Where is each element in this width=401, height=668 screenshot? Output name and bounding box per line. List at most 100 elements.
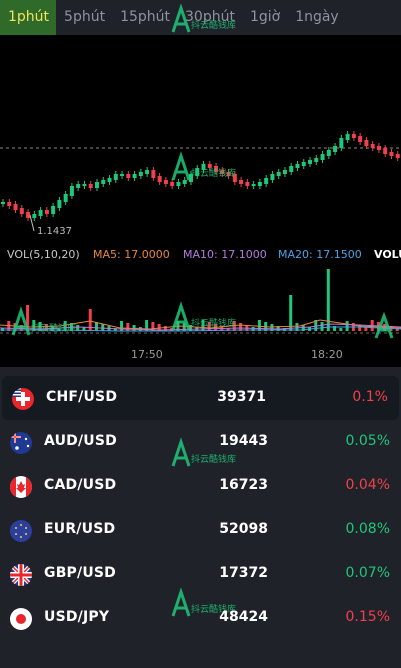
candle-body	[19, 208, 24, 214]
candle-body	[301, 162, 306, 166]
pair-row-gbp-usd[interactable]: GBP/USD 17372 0.07%	[0, 552, 401, 596]
volume-bar	[188, 325, 192, 331]
pair-row-aud-usd[interactable]: AUD/USD 19443 0.05%	[0, 420, 401, 464]
candle-body	[358, 136, 363, 142]
pair-row-cad-usd[interactable]: CAD/USD 16723 0.04%	[0, 464, 401, 508]
candle-body	[370, 144, 375, 148]
candle-body	[176, 182, 181, 186]
tab-1hour[interactable]: 1giờ	[249, 9, 281, 25]
candle-body	[69, 186, 74, 196]
volume-bar	[251, 327, 255, 331]
candle-body	[270, 174, 275, 180]
volume-bar	[113, 328, 117, 331]
tab-15min[interactable]: 15phút	[120, 9, 170, 25]
pair-change: 0.15%	[345, 609, 390, 625]
candle-body	[132, 174, 137, 178]
time-label-1820: 18:20	[311, 348, 343, 361]
time-label-1750: 17:50	[131, 348, 163, 361]
price-chart[interactable]: 1.1437 VOL(5,10,20) MA5: 17.0000 MA10: 1…	[0, 35, 401, 367]
volume-bar	[320, 322, 324, 331]
volume-bar	[282, 328, 286, 331]
candle-body	[163, 180, 168, 184]
volume-bar	[163, 326, 167, 331]
low-price-label: 1.1437	[37, 226, 72, 237]
candle-body	[13, 204, 18, 210]
candle-body	[138, 172, 143, 176]
pair-volume: 17372	[219, 565, 268, 581]
candle-body	[188, 174, 193, 182]
candle-body	[295, 164, 300, 168]
volume-bar	[239, 323, 243, 331]
tab-5min[interactable]: 5phút	[64, 9, 106, 25]
volume-bar	[201, 320, 205, 331]
pair-change: 0.05%	[345, 433, 390, 449]
pair-symbol: CAD/USD	[44, 477, 117, 493]
pair-row-eur-usd[interactable]: EUR/USD 52098 0.08%	[0, 508, 401, 552]
pair-volume: 19443	[219, 433, 268, 449]
volume-bar	[151, 322, 155, 331]
candles-group	[1, 131, 400, 221]
volume-bar	[333, 326, 337, 331]
candle-body	[376, 146, 381, 150]
candle-body	[120, 174, 125, 176]
candle-body	[151, 170, 156, 178]
volume-bar	[364, 327, 368, 331]
pair-volume: 48424	[219, 609, 268, 625]
candle-body	[314, 158, 319, 162]
candle-body	[107, 178, 112, 182]
candle-body	[389, 152, 394, 156]
candle-body	[57, 200, 62, 208]
volume-bars-group	[1, 269, 399, 331]
pair-volume: 39371	[217, 389, 266, 405]
candle-body	[207, 164, 212, 168]
candle-body	[276, 172, 281, 176]
volume-bar	[82, 327, 86, 331]
ma5-label: MA5: 17.0000	[93, 248, 170, 261]
tab-30min[interactable]: 30phút	[185, 9, 235, 25]
candle-body	[345, 134, 350, 140]
volume-bar	[226, 328, 230, 331]
volume-bar	[76, 325, 80, 331]
candle-body	[88, 184, 93, 188]
tab-1min[interactable]: 1phút	[0, 0, 57, 35]
pair-symbol: CHF/USD	[46, 389, 118, 405]
pair-row-chf-usd[interactable]: CHF/USD 39371 0.1%	[2, 376, 399, 420]
candle-body	[257, 182, 262, 186]
pair-symbol: USD/JPY	[44, 609, 110, 625]
candle-body	[383, 148, 388, 154]
candle-body	[113, 174, 118, 180]
candle-body	[220, 170, 225, 174]
volume-bar	[326, 269, 330, 331]
ma20-line	[0, 326, 401, 332]
candle-body	[289, 166, 294, 172]
eur-usd-flag-icon	[10, 520, 32, 542]
candle-body	[195, 168, 200, 176]
volume-bar	[339, 328, 343, 331]
volume-bar	[63, 321, 67, 331]
candle-body	[264, 178, 269, 184]
tab-1day[interactable]: 1ngày	[295, 9, 339, 25]
low-marker-line	[29, 214, 35, 232]
volume-bar	[157, 324, 161, 331]
timeframe-tabs: 1phút 5phút 15phút 30phút 1giờ 1ngày	[0, 0, 401, 35]
vol-indicator-label: VOL(5,10,20)	[7, 248, 80, 261]
candle-body	[326, 150, 331, 156]
cad-usd-flag-icon	[10, 476, 32, 498]
candle-body	[364, 140, 369, 146]
volume-bar	[358, 325, 362, 331]
candle-body	[145, 170, 150, 174]
pair-symbol: AUD/USD	[44, 433, 117, 449]
volume-bar	[94, 322, 98, 331]
candle-body	[226, 172, 231, 176]
candle-body	[251, 184, 256, 186]
volume-bar	[88, 309, 92, 331]
pair-change: 0.08%	[345, 521, 390, 537]
volume-bar	[101, 324, 105, 331]
candle-body	[51, 206, 56, 214]
volume-bar	[345, 321, 349, 331]
pair-row-usd-jpy[interactable]: USD/JPY 48424 0.15%	[0, 596, 401, 640]
pair-change: 0.07%	[345, 565, 390, 581]
candle-body	[101, 180, 106, 184]
pair-change: 0.04%	[345, 477, 390, 493]
candle-body	[239, 180, 244, 184]
